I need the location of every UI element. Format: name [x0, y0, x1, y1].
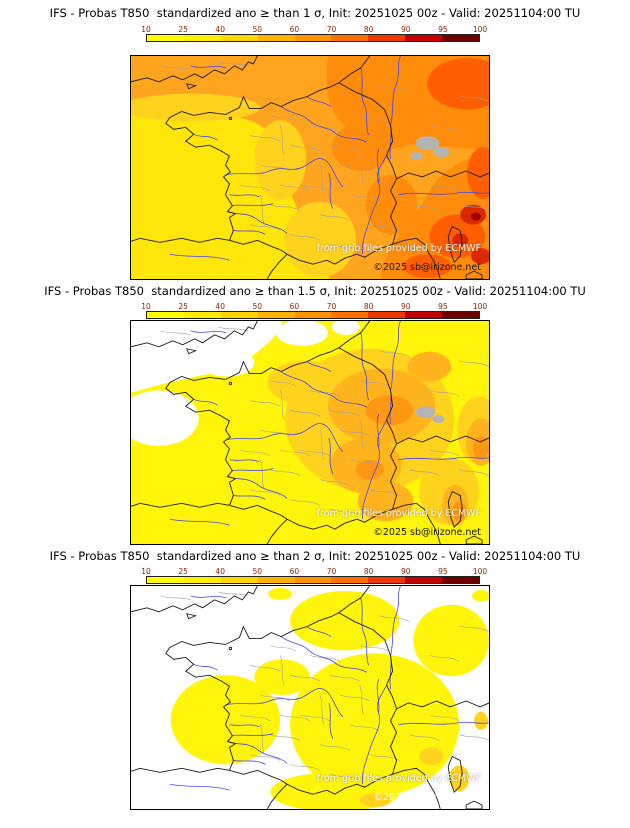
colorbar-segment [442, 312, 480, 318]
colorbar-segment [442, 577, 480, 583]
colorbar-tick: 70 [326, 302, 337, 311]
probability-field [131, 56, 489, 279]
colorbar-segment [368, 577, 406, 583]
colorbar-segment [442, 35, 480, 41]
colorbar-segment [405, 577, 443, 583]
colorbar-tick: 100 [472, 25, 488, 34]
colorbar-tick: 40 [215, 302, 225, 311]
rivers [169, 56, 489, 261]
colorbar-gradient [146, 34, 480, 42]
map-sigma-1-5: from grib files provided by ECMWF ©2025 … [130, 320, 490, 545]
colorbar-tick: 25 [178, 302, 188, 311]
colorbar-segment [257, 35, 295, 41]
colorbar-segment [294, 577, 332, 583]
colorbar-segment [368, 312, 406, 318]
panel-sigma-1-5: IFS - Probas T850 standardized ano ≥ tha… [0, 278, 630, 545]
colorbar-tick: 80 [363, 302, 374, 311]
colorbar-ticks: 10 25 40 50 60 70 80 90 95 100 [141, 567, 487, 576]
colorbar-gradient [146, 311, 480, 319]
colorbar-tick: 10 [141, 25, 151, 34]
colorbar-segment [220, 577, 258, 583]
colorbar-segment [294, 35, 332, 41]
colorbar-segment [405, 35, 443, 41]
colorbar-tick: 25 [178, 567, 188, 576]
colorbar-segment [368, 35, 406, 41]
colorbar-tick: 10 [141, 302, 151, 311]
colorbar-segment [294, 312, 332, 318]
colorbar-segment [147, 577, 184, 583]
colorbar-ticks: 10 25 40 50 60 70 80 90 95 100 [141, 25, 487, 34]
colorbar-tick: 90 [401, 25, 411, 34]
coastlines-and-borders [131, 321, 489, 544]
colorbar-segment [331, 312, 369, 318]
colorbar-tick: 95 [438, 567, 448, 576]
colorbar-gradient [146, 576, 480, 584]
credit-ecmwf: from grib files provided by ECMWF [316, 243, 481, 254]
credit-ecmwf: from grib files provided by ECMWF [316, 508, 481, 519]
colorbar-tick: 60 [289, 567, 300, 576]
colorbar-tick: 50 [252, 302, 263, 311]
panel-title: IFS - Probas T850 standardized ano ≥ tha… [49, 6, 581, 20]
colorbar-tick: 80 [363, 567, 374, 576]
colorbar-tick: 100 [472, 567, 488, 576]
admin-borders [160, 61, 489, 251]
colorbar-segment [183, 35, 221, 41]
panel-title: IFS - Probas T850 standardized ano ≥ tha… [49, 549, 581, 563]
colorbar-tick: 100 [472, 302, 488, 311]
colorbar-segment [183, 577, 221, 583]
colorbar: 10 25 40 50 60 70 80 90 95 100 [141, 567, 487, 584]
colorbar-segment [257, 312, 295, 318]
colorbar-segment [405, 312, 443, 318]
colorbar-tick: 60 [289, 25, 300, 34]
coastlines-and-borders [131, 586, 489, 809]
panel-sigma-1: IFS - Probas T850 standardized ano ≥ tha… [0, 0, 630, 281]
colorbar-segment [183, 312, 221, 318]
colorbar-tick: 40 [215, 25, 225, 34]
colorbar-tick: 50 [252, 25, 263, 34]
coastlines-and-borders [131, 56, 489, 279]
colorbar-tick: 80 [363, 25, 374, 34]
rivers [169, 321, 489, 526]
panel-title: IFS - Probas T850 standardized ano ≥ tha… [44, 284, 586, 298]
colorbar-tick: 10 [141, 567, 151, 576]
probability-map-svg [131, 321, 489, 544]
colorbar: 10 25 40 50 60 70 80 90 95 100 [141, 25, 487, 42]
colorbar: 10 25 40 50 60 70 80 90 95 100 [141, 302, 487, 319]
probability-map-svg [131, 56, 489, 279]
colorbar-segment [220, 312, 258, 318]
colorbar-segment [331, 577, 369, 583]
credit-copyright: ©2025 sb@irizone.net [373, 792, 481, 803]
map-sigma-2: from grib files provided by ECMWF ©2025 … [130, 585, 490, 810]
credit-copyright: ©2025 sb@irizone.net [373, 262, 481, 273]
admin-borders [160, 591, 489, 781]
colorbar-segment [257, 577, 295, 583]
colorbar-tick: 90 [401, 302, 411, 311]
colorbar-tick: 50 [252, 567, 263, 576]
credit-ecmwf: from grib files provided by ECMWF [316, 773, 481, 784]
colorbar-tick: 40 [215, 567, 225, 576]
colorbar-tick: 25 [178, 25, 188, 34]
colorbar-tick: 70 [326, 25, 337, 34]
probability-map-svg [131, 586, 489, 809]
colorbar-tick: 70 [326, 567, 337, 576]
colorbar-ticks: 10 25 40 50 60 70 80 90 95 100 [141, 302, 487, 311]
colorbar-segment [147, 35, 184, 41]
colorbar-tick: 90 [401, 567, 411, 576]
map-sigma-1: from grib files provided by ECMWF ©2025 … [130, 55, 490, 280]
colorbar-tick: 95 [438, 25, 448, 34]
colorbar-segment [147, 312, 184, 318]
panel-sigma-2: IFS - Probas T850 standardized ano ≥ tha… [0, 543, 630, 828]
colorbar-segment [331, 35, 369, 41]
colorbar-tick: 60 [289, 302, 300, 311]
credit-copyright: ©2025 sb@irizone.net [373, 527, 481, 538]
admin-borders [160, 326, 489, 516]
colorbar-tick: 95 [438, 302, 448, 311]
colorbar-segment [220, 35, 258, 41]
